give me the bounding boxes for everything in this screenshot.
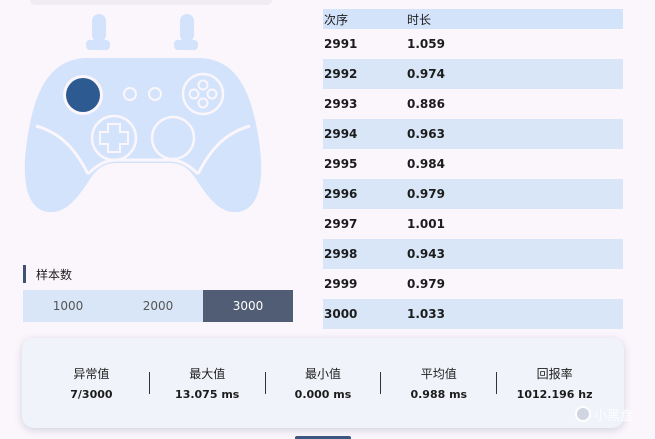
row-duration: 1.059	[407, 37, 445, 51]
row-duration: 0.974	[407, 67, 445, 81]
watermark: 小黑盒	[575, 402, 633, 426]
stat-min: 最小值 0.000 ms	[266, 365, 381, 401]
row-index: 2997	[324, 217, 358, 231]
table-row: 2999 0.979	[323, 269, 623, 299]
stat-value: 0.988 ms	[410, 388, 468, 401]
sample-size-title: 样本数	[23, 264, 293, 284]
table-row: 2998 0.943	[323, 239, 623, 269]
stat-label: 平均值	[420, 367, 457, 381]
table-header: 次序 时长	[323, 9, 623, 29]
row-duration: 1.033	[407, 307, 445, 321]
row-index: 2996	[324, 187, 358, 201]
table-row: 2997 1.001	[323, 209, 623, 239]
row-duration: 0.979	[407, 277, 445, 291]
title-accent-bar	[23, 265, 26, 283]
table-row: 3000 1.033	[323, 299, 623, 329]
row-index: 2994	[324, 127, 358, 141]
table-row: 2993 0.886	[323, 89, 623, 119]
stat-label: 回报率	[536, 367, 573, 381]
row-duration: 0.886	[407, 97, 445, 111]
stats-summary-card: 异常值 7/3000 最大值 13.075 ms 最小值 0.000 ms 平均…	[22, 338, 624, 428]
table-row: 2992 0.974	[323, 59, 623, 89]
row-duration: 0.984	[407, 157, 445, 171]
sample-size-segmented-control: 1000 2000 3000	[23, 290, 293, 322]
row-index: 2993	[324, 97, 358, 111]
row-index: 2995	[324, 157, 358, 171]
stat-divider	[148, 372, 150, 394]
row-duration: 0.943	[407, 247, 445, 261]
table-row: 2994 0.963	[323, 119, 623, 149]
stat-value: 0.000 ms	[294, 388, 352, 401]
sample-size-label: 样本数	[36, 267, 73, 282]
table-row: 2996 0.979	[323, 179, 623, 209]
watermark-logo-icon	[575, 406, 591, 422]
row-index: 3000	[324, 307, 358, 321]
stat-value: 13.075 ms	[175, 388, 240, 401]
stat-label: 异常值	[73, 367, 110, 381]
row-duration: 0.963	[407, 127, 445, 141]
row-duration: 1.001	[407, 217, 445, 231]
top-panel-edge	[30, 0, 272, 5]
sample-option-1000[interactable]: 1000	[23, 290, 113, 322]
stat-value: 7/3000	[70, 388, 113, 401]
row-index: 2998	[324, 247, 358, 261]
table-row: 2995 0.984	[323, 149, 623, 179]
row-index: 2991	[324, 37, 358, 51]
stat-outliers: 异常值 7/3000	[34, 365, 149, 401]
watermark-text: 小黑盒	[594, 408, 634, 424]
stat-value: 1012.196 hz	[516, 388, 593, 401]
header-index: 次序	[324, 12, 349, 27]
row-index: 2999	[324, 277, 358, 291]
stat-label: 最小值	[304, 367, 341, 381]
stat-divider	[496, 372, 498, 394]
row-duration: 0.979	[407, 187, 445, 201]
stat-divider	[264, 372, 266, 394]
sample-option-3000[interactable]: 3000	[203, 290, 293, 322]
sample-option-2000[interactable]: 2000	[113, 290, 203, 322]
stat-average: 平均值 0.988 ms	[381, 365, 496, 401]
gamepad-icon	[24, 14, 262, 213]
stat-polling-rate: 回报率 1012.196 hz	[497, 365, 612, 401]
stat-label: 最大值	[189, 367, 226, 381]
header-duration: 时长	[407, 12, 432, 27]
sample-size-section: 样本数 1000 2000 3000	[23, 264, 293, 322]
polling-table: 次序 时长 2991 1.059 2992 0.974 2993 0.886 2…	[323, 9, 623, 329]
stat-divider	[380, 372, 382, 394]
stat-max: 最大值 13.075 ms	[150, 365, 265, 401]
table-row: 2991 1.059	[323, 29, 623, 59]
row-index: 2992	[324, 67, 358, 81]
bottom-tab-indicator[interactable]	[295, 436, 351, 439]
